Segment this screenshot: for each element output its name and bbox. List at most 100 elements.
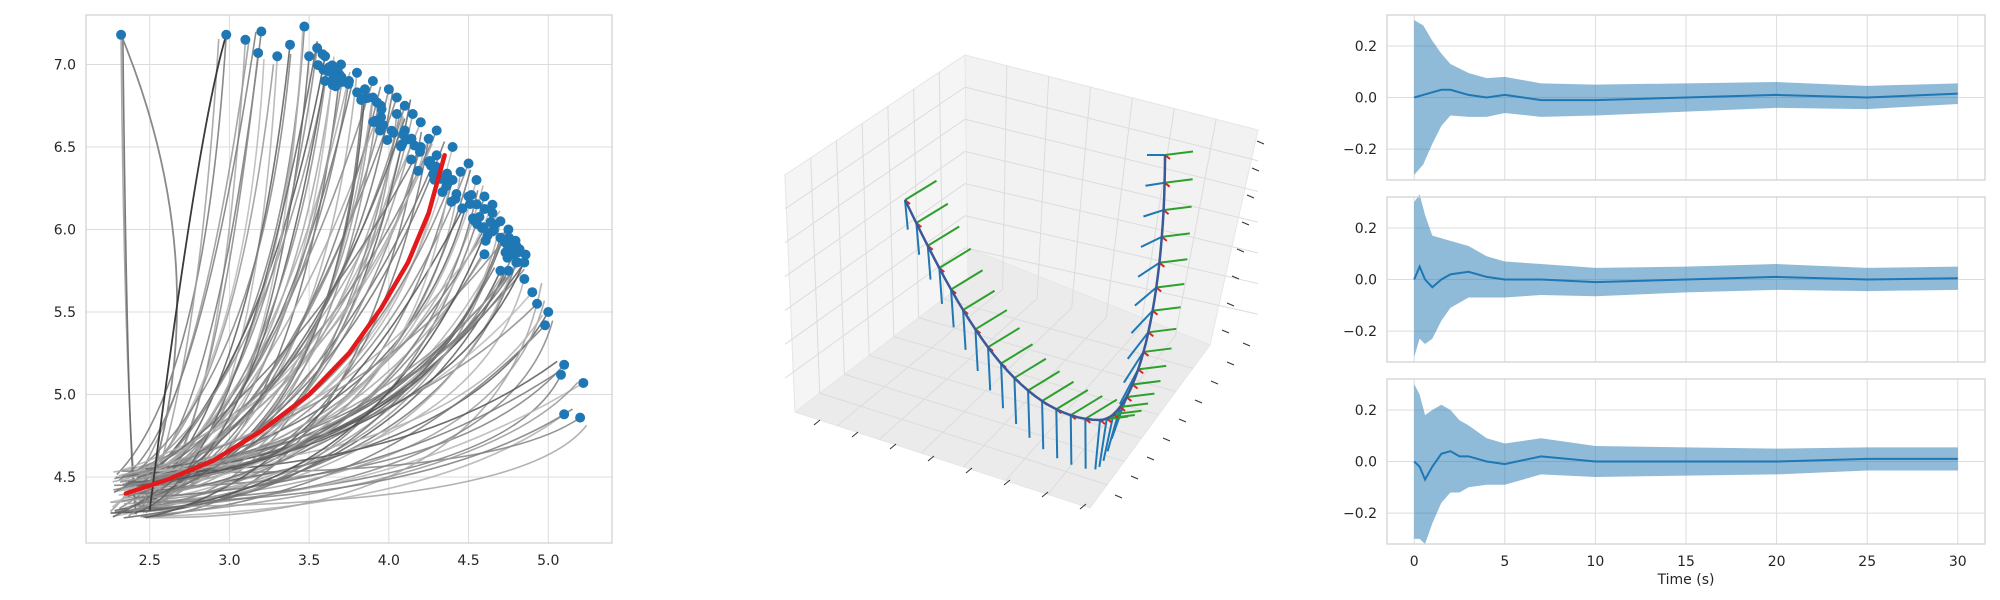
xy-x-tick-label: 3.5	[298, 553, 320, 569]
xy-sample-trajectory	[133, 71, 351, 484]
frame-axis-2-arrow	[1161, 232, 1190, 238]
xy-x-tick-label: 3.0	[218, 553, 240, 569]
xy-sample-trajectory	[138, 41, 319, 513]
xy-endpoint-marker	[356, 94, 367, 105]
frame-axis-1-arrow	[926, 245, 932, 280]
axis-tick-z	[1251, 167, 1260, 172]
pane-gridline	[836, 288, 1003, 427]
frame-axis-2-arrow	[1148, 327, 1177, 334]
frame-axis-1-arrow	[938, 267, 944, 304]
xy-endpoint-marker	[399, 100, 410, 111]
xy-mean-trajectory	[123, 153, 447, 496]
axis-tick-x	[1079, 503, 1087, 510]
pane-gridline	[913, 89, 920, 318]
frame-axis-1-arrow	[1143, 209, 1164, 218]
frame-axis-1-arrow	[1094, 419, 1101, 470]
frame-axis-2-arrow	[987, 327, 1021, 349]
xy-endpoint-marker	[527, 287, 538, 298]
xy-sample-trajectory	[143, 86, 365, 500]
axis-tick-z	[1221, 329, 1230, 334]
xy-endpoint-marker	[429, 162, 440, 173]
xy-endpoint-marker	[320, 76, 331, 86]
uncertainty-mean-line	[1413, 450, 1958, 482]
uncertainty-y-tick-label: 0.0	[1355, 91, 1377, 107]
uncertainty-x-tick-label: 30	[1949, 554, 1967, 570]
uncertainty-x-axis-label: Time (s)	[1657, 572, 1715, 588]
xy-endpoint-marker	[391, 109, 402, 119]
frame-axis-2-arrow	[962, 289, 996, 311]
xy-sample-trajectory	[145, 77, 344, 514]
xy-sample-trajectory	[133, 372, 558, 499]
xy-endpoint-marker	[272, 51, 283, 62]
axis-tick-y	[1210, 380, 1219, 385]
xy-endpoint-marker	[451, 189, 462, 200]
xy-endpoint-marker	[423, 133, 434, 144]
xy-sample-trajectory	[118, 31, 257, 481]
xy-endpoint-marker	[116, 29, 127, 40]
pane-gridline	[1002, 65, 1008, 290]
xy-sample-trajectory	[148, 413, 565, 518]
xy-endpoint-marker	[513, 247, 524, 258]
uncertainty-x-tick-label: 15	[1677, 554, 1695, 570]
xy-endpoint-marker	[240, 34, 251, 45]
xy-sample-trajectory	[124, 300, 546, 505]
xy-endpoint-marker	[367, 76, 378, 86]
pane-gridline	[784, 118, 966, 244]
frame-axis-2-arrow	[1070, 395, 1103, 417]
uncertainty-y-tick-label: −0.2	[1343, 142, 1377, 158]
xy-endpoint-marker	[414, 146, 425, 157]
frame-axis-2-arrow	[1041, 380, 1075, 402]
uncertainty-axes-frame	[1386, 14, 1986, 181]
xy-endpoint-marker	[446, 196, 457, 207]
uncertainty-y-tick-label: 0.0	[1355, 455, 1377, 471]
xy-endpoint-marker	[388, 127, 399, 138]
axis-tick-x	[1003, 479, 1011, 486]
xy-endpoint-marker	[328, 74, 339, 85]
xy-sample-trajectory	[136, 80, 326, 475]
uncertainty-x-tick-label: 20	[1768, 554, 1786, 570]
axis-tick-y	[1146, 456, 1155, 461]
frame-axis-2-arrow	[974, 309, 1008, 331]
frames-3d-trajectory	[903, 154, 1167, 422]
pane-gridline	[868, 354, 1142, 439]
uncertainty-y-tick-label: 0.0	[1355, 273, 1377, 289]
xy-y-tick-label: 4.5	[54, 470, 76, 486]
xy-sample-trajectory	[125, 249, 521, 509]
xy-y-tick-label: 5.5	[54, 305, 76, 321]
xy-sample-trajectory	[144, 267, 496, 510]
uncertainty-mean-line	[1413, 264, 1958, 289]
xy-sample-trajectory	[122, 196, 470, 477]
axis-tick-x	[927, 455, 935, 462]
axis-tick-x	[889, 443, 897, 450]
uncertainty-x-tick-label: 5	[1500, 554, 1509, 570]
xy-endpoint-marker	[406, 154, 417, 165]
xy-endpoint-marker	[578, 377, 589, 388]
xy-endpoint-marker	[485, 217, 496, 228]
xy-endpoint-marker	[413, 165, 424, 176]
xy-endpoint-marker	[540, 320, 551, 331]
axis-tick-z	[1241, 221, 1250, 226]
pane-gridline	[1071, 87, 1092, 308]
uncertainty-axes-frame	[1386, 378, 1986, 545]
xy-sample-trajectory	[120, 34, 178, 511]
pane-gridline	[784, 247, 966, 379]
axis-tick-y	[1162, 437, 1171, 442]
xy-endpoint-marker	[457, 203, 468, 214]
xy-x-tick-label: 4.5	[457, 553, 479, 569]
xy-sample-trajectory	[118, 210, 501, 477]
pane-gridline	[819, 392, 1108, 486]
xy-y-tick-label: 7.0	[54, 58, 76, 74]
frame-axis-1-arrow	[950, 289, 955, 328]
pane-gridline	[964, 247, 1259, 315]
frame-axis-1-arrow	[1013, 377, 1018, 425]
xy-endpoint-marker	[437, 187, 448, 198]
xy-endpoint-marker	[352, 87, 363, 98]
xy-endpoint-marker	[343, 78, 354, 89]
xy-endpoint-marker	[503, 265, 514, 276]
frame-axis-2-arrow	[1138, 364, 1167, 371]
axis-tick-y	[1114, 494, 1123, 499]
frames-3d-axes	[783, 54, 1265, 510]
axis-tick-z	[1256, 140, 1265, 145]
pane-gridline	[844, 373, 1125, 462]
pane-gridline	[784, 151, 966, 277]
